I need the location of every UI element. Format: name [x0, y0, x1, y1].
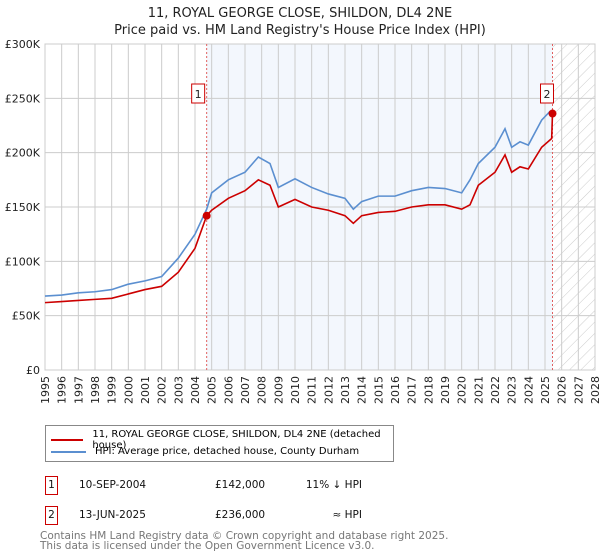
x-tick-label: 2016	[389, 376, 402, 404]
transaction-row: 1 10-SEP-2004 £142,000 11% ↓ HPI	[45, 476, 445, 496]
sale-point	[202, 211, 211, 220]
x-tick-label: 2019	[439, 376, 452, 404]
x-tick-label: 2011	[306, 376, 319, 404]
legend-item-property: 11, ROYAL GEORGE CLOSE, SHILDON, DL4 2NE…	[46, 429, 393, 451]
footer-copyright: Contains HM Land Registry data © Crown c…	[40, 530, 449, 542]
x-tick-label: 2021	[472, 376, 485, 404]
x-tick-label: 2015	[372, 376, 385, 404]
x-tick-label: 1996	[56, 376, 69, 404]
x-tick-label: 2008	[256, 376, 269, 404]
x-tick-label: 2024	[522, 376, 535, 404]
footer-licence: This data is licensed under the Open Gov…	[40, 540, 375, 552]
transaction-hpi: 11% ↓ HPI	[305, 479, 362, 491]
x-tick-label: 2025	[539, 376, 552, 404]
y-tick-label: £150K	[5, 201, 41, 214]
x-tick-label: 2018	[422, 376, 435, 404]
sale-marker-label: 2	[544, 88, 551, 101]
y-tick-label: £250K	[5, 92, 41, 105]
sale-marker-label: 1	[195, 88, 202, 101]
x-tick-label: 2000	[122, 376, 135, 404]
x-tick-label: 2005	[206, 376, 219, 404]
transaction-row: 2 13-JUN-2025 £236,000 ≈ HPI	[45, 506, 445, 526]
legend-label: 11, ROYAL GEORGE CLOSE, SHILDON, DL4 2NE…	[92, 429, 381, 451]
series-line	[44, 110, 551, 297]
price-chart: 1995 1996 1997 1998 1999 2000 2001 2002 2003 2004…	[5, 38, 600, 404]
x-tick-label: 2001	[139, 376, 152, 404]
x-tick-label: 2027	[572, 376, 585, 404]
x-tick-label: 2017	[406, 376, 419, 404]
transaction-marker: 1	[45, 476, 58, 495]
x-tick-label: 2009	[272, 376, 285, 404]
transaction-marker: 2	[45, 506, 58, 525]
transaction-hpi: ≈ HPI	[332, 509, 362, 521]
y-tick-label: £300K	[5, 38, 41, 51]
x-tick-label: 2007	[239, 376, 252, 404]
sale-marker-box	[540, 83, 554, 104]
x-tick-label: 2020	[456, 376, 469, 404]
transaction-price: £236,000	[215, 509, 266, 521]
series-line	[44, 113, 554, 304]
x-tick-label: 1997	[72, 376, 85, 404]
x-tick-label: 1995	[39, 376, 52, 404]
x-tick-label: 2022	[489, 376, 502, 404]
plot-frame	[44, 43, 596, 371]
x-tick-label: 2026	[556, 376, 569, 404]
x-tick-label: 2002	[156, 376, 169, 404]
footer: Contains HM Land Registry data © Crown c…	[40, 530, 449, 552]
transaction-price: £142,000	[215, 479, 266, 491]
transaction-date: 10-SEP-2004	[79, 479, 147, 491]
x-tick-label: 2006	[222, 376, 235, 404]
x-tick-label: 2003	[172, 376, 185, 404]
legend-swatch	[51, 450, 86, 453]
x-tick-label: 2028	[589, 376, 600, 404]
legend-item-hpi: HPI: Average price, detached house, Coun…	[46, 446, 359, 457]
transaction-date: 13-JUN-2025	[79, 509, 146, 521]
legend: 11, ROYAL GEORGE CLOSE, SHILDON, DL4 2NE…	[45, 425, 394, 462]
x-tick-label: 1998	[89, 376, 102, 404]
x-tick-label: 2004	[189, 376, 202, 404]
legend-swatch	[51, 439, 84, 441]
y-tick-label: £100K	[5, 255, 41, 268]
chart-title: 11, ROYAL GEORGE CLOSE, SHILDON, DL4 2NE	[147, 6, 453, 21]
sale-point	[548, 109, 557, 118]
sale-marker-box	[191, 83, 206, 104]
x-tick-label: 2010	[289, 376, 302, 404]
y-tick-label: £0	[26, 364, 40, 377]
x-tick-label: 2013	[339, 376, 352, 404]
legend-label: HPI: Average price, detached house, Coun…	[95, 446, 360, 457]
x-tick-label: 2023	[506, 376, 519, 404]
x-tick-label: 2012	[322, 376, 335, 404]
y-tick-label: £50K	[12, 310, 41, 323]
x-tick-label: 1999	[106, 376, 119, 404]
y-tick-label: £200K	[5, 147, 41, 160]
x-tick-label: 2014	[356, 376, 369, 404]
chart-subtitle: Price paid vs. HM Land Registry's House …	[114, 23, 486, 38]
